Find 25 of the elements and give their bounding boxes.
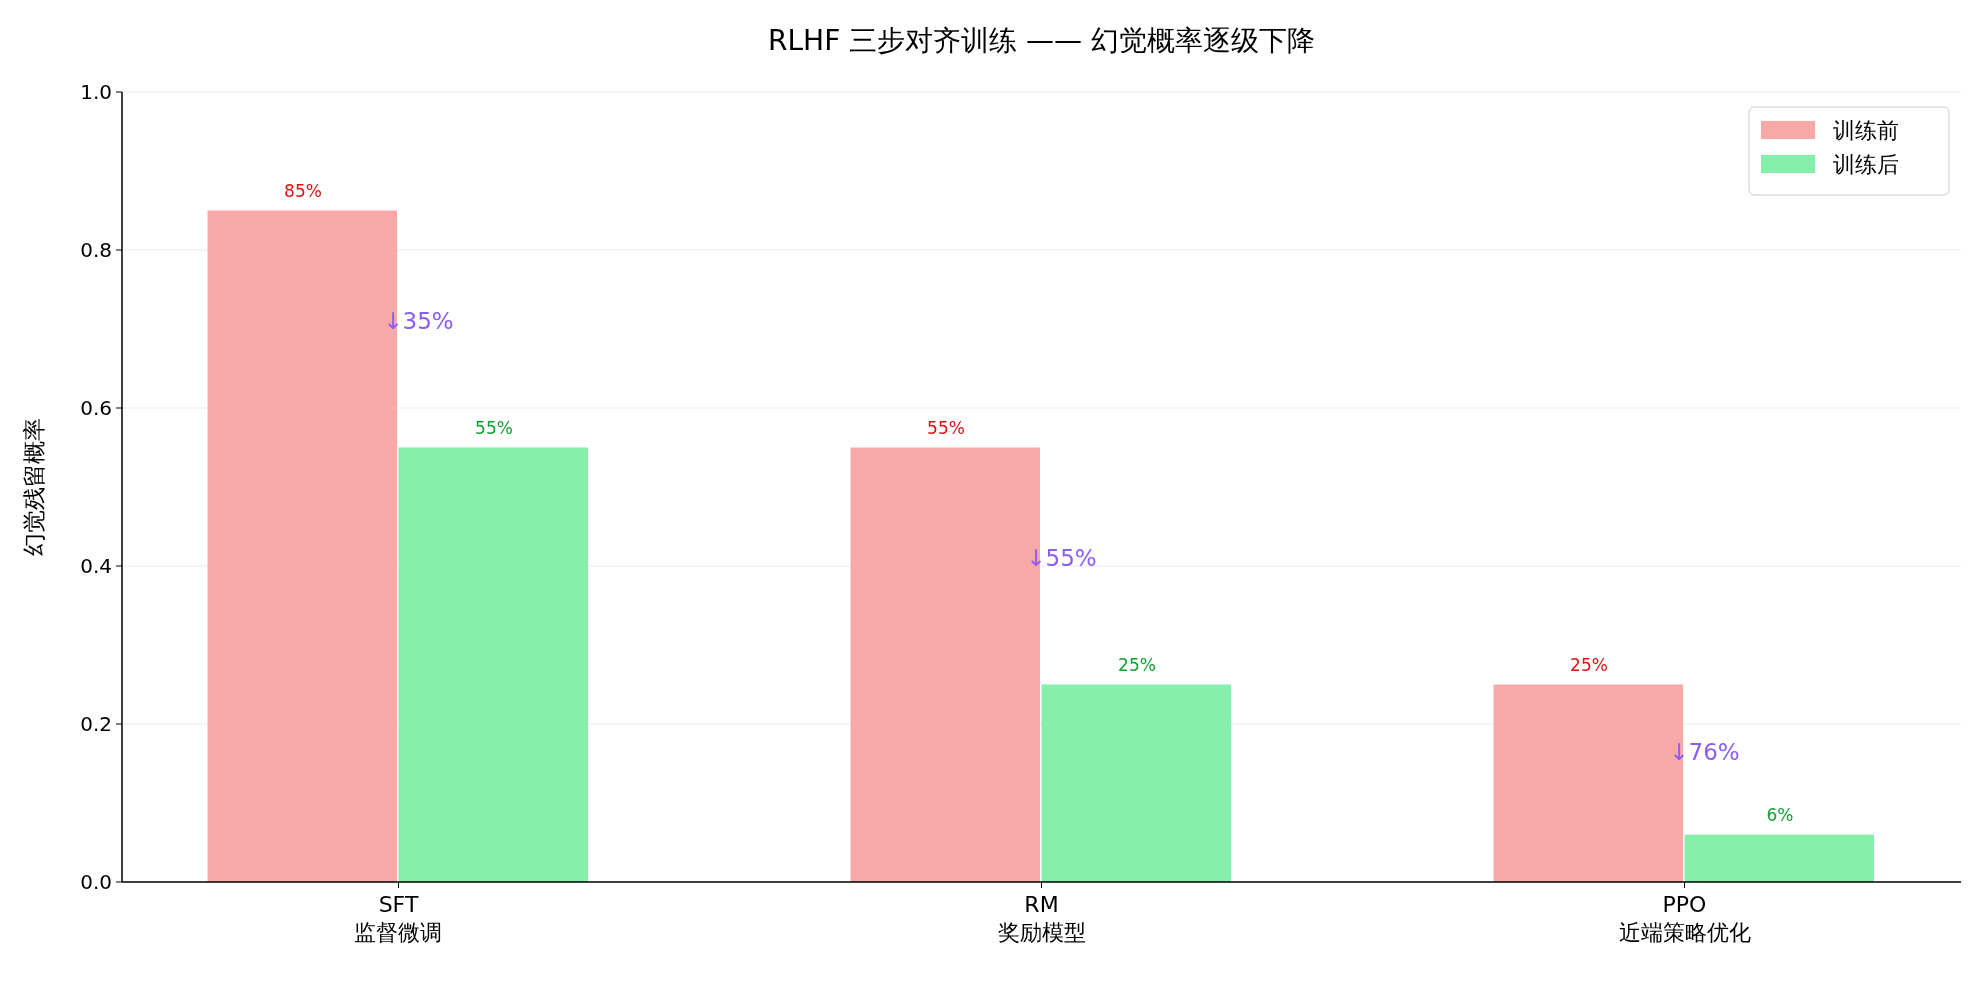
x-tick-label: PPO 近端策略优化	[1618, 892, 1751, 945]
annotation: ↓35%	[383, 308, 454, 335]
data-label: 55%	[475, 417, 513, 438]
y-tick-label: 1.0	[80, 80, 112, 104]
legend-label: 训练后	[1833, 152, 1899, 177]
y-tick-label: 0.2	[80, 712, 112, 736]
data-label: 55%	[927, 417, 965, 438]
data-label: 25%	[1570, 654, 1608, 675]
y-axis-title: 幻觉残留概率	[21, 418, 47, 556]
annotation: ↓55%	[1026, 545, 1097, 572]
data-label: 85%	[284, 180, 322, 201]
y-tick-label: 0.4	[80, 554, 112, 578]
bar	[1684, 834, 1874, 882]
legend-label: 训练前	[1833, 118, 1899, 143]
y-tick-label: 0.6	[80, 396, 112, 420]
x-tick-label: RM 奖励模型	[997, 892, 1086, 945]
data-label: 25%	[1118, 654, 1156, 675]
bar	[1041, 684, 1231, 882]
y-tick-label: 0.8	[80, 238, 112, 262]
chart-title: RLHF 三步对齐训练 —— 幻觉概率逐级下降	[768, 24, 1315, 57]
annotation: ↓76%	[1669, 738, 1740, 765]
y-tick-label: 0.0	[80, 870, 112, 894]
bar	[398, 447, 588, 882]
x-tick-label: SFT 监督微调	[354, 892, 443, 945]
data-label: 6%	[1766, 804, 1794, 825]
